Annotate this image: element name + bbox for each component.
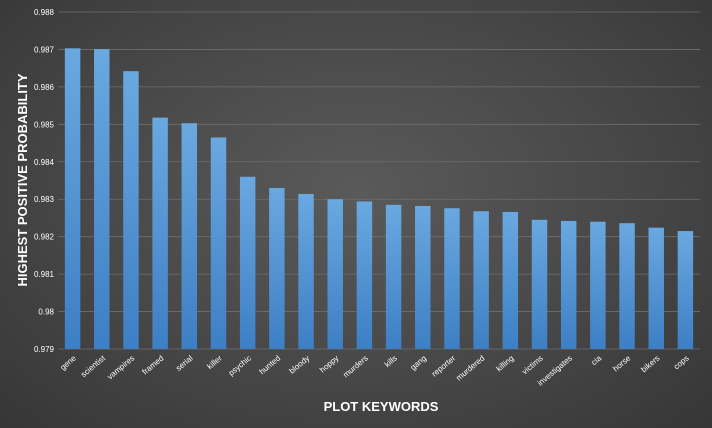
bar-horse [619,223,635,349]
bar-hoppy [327,199,343,349]
x-tick-label: reporter [430,353,458,378]
x-tick-label: cia [590,353,604,367]
x-tick-label: framed [141,354,166,377]
bar-cops [677,231,694,349]
y-axis-ticks: 0.979 0.98 0.981 0.982 0.983 0.984 0.985 0.986 0… [34,8,55,354]
x-tick-label: horse [611,353,633,373]
x-tick-label: cops [672,354,691,372]
x-tick-label: hoppy [318,354,340,375]
x-tick-label: kills [383,354,399,369]
bar-framed [152,117,168,350]
x-tick-label: scientist [79,353,108,379]
y-tick-label: 0.988 [34,8,55,17]
x-tick-label: gang [409,354,428,372]
y-tick-label: 0.984 [34,158,55,167]
x-tick-label: vampires [106,354,137,382]
bar-victims [531,219,548,349]
y-axis-title: HIGHEST POSITIVE PROBABILITY [15,73,30,286]
bar-cia [590,221,606,349]
x-tick-label: killer [205,353,224,371]
x-tick-label: murdered [454,354,486,383]
bar-hunted [269,187,285,349]
bar-kills [385,204,402,349]
bar-bikers [648,227,664,349]
y-tick-label: 0.987 [34,45,55,54]
y-tick-label: 0.98 [38,308,54,317]
x-tick-label: bikers [639,354,661,375]
x-tick-label: serial [174,353,195,372]
y-tick-label: 0.981 [34,270,55,279]
x-tick-label: victims [520,354,545,377]
x-tick-label: hunted [258,354,283,377]
bar-vampires [123,71,139,349]
x-tick-label: gene [58,353,78,372]
x-tick-label: killing [494,354,515,374]
bar-murdered [473,211,489,349]
bar-murders [356,201,373,349]
bars [64,48,694,350]
bar-investigates [560,220,577,349]
x-tick-label: bloody [287,354,311,376]
bar-serial [181,123,198,350]
x-axis-title: PLOT KEYWORDS [324,399,439,414]
x-tick-label: psychic [227,354,253,378]
bar-killer [210,137,227,349]
y-tick-label: 0.982 [34,233,55,242]
bar-killing [502,211,519,349]
bar-scientist [94,49,110,349]
bar-psychic [239,176,256,349]
bar-gang [415,205,431,349]
y-tick-label: 0.985 [34,120,55,129]
bar-reporter [444,208,460,349]
y-tick-label: 0.986 [34,83,55,92]
bar-gene [64,48,81,350]
y-tick-label: 0.979 [34,345,55,354]
y-tick-label: 0.983 [34,195,55,204]
bar-bloody [298,193,314,349]
x-tick-label: murders [341,354,369,380]
